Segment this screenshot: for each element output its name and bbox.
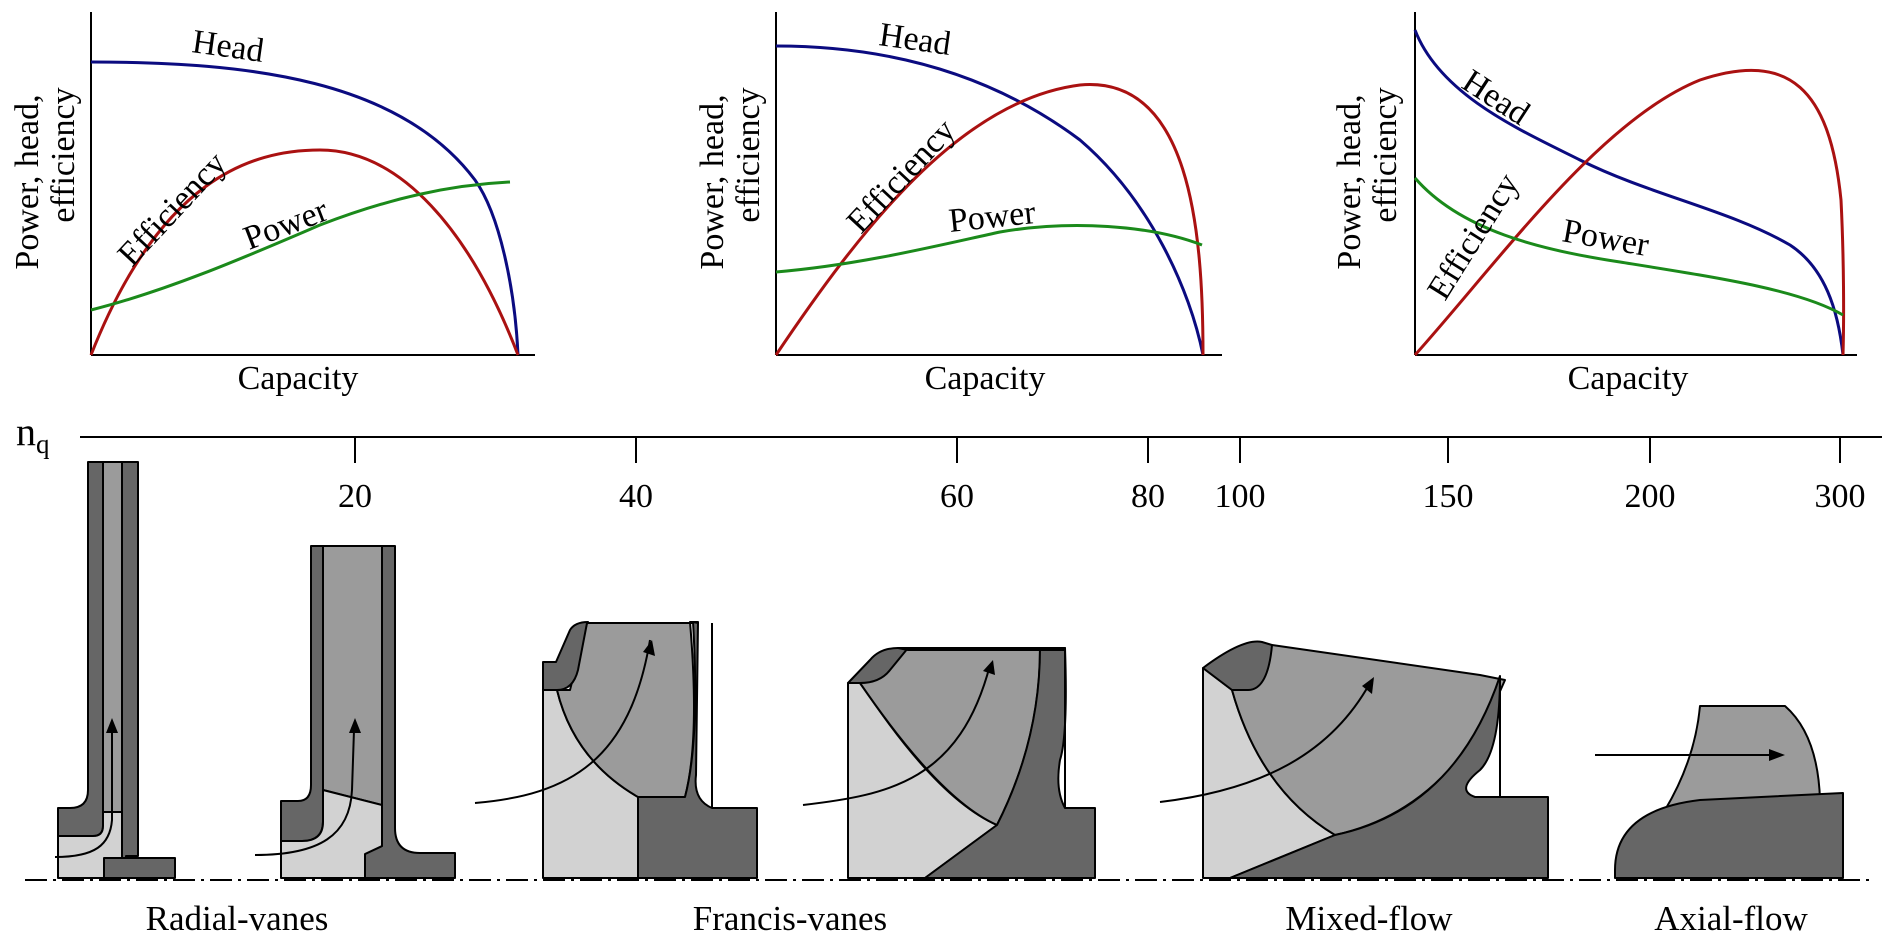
chart-mixed: Power, head, efficiency Capacity Head Ef…	[1331, 12, 1857, 397]
impeller-shroud	[542, 621, 589, 691]
power-label: Power	[1560, 212, 1653, 264]
flow-arrowhead	[349, 718, 361, 733]
flow-arrowhead	[106, 718, 118, 733]
impeller-hub-upper	[897, 647, 1066, 651]
nq-tick-label: 100	[1215, 478, 1266, 515]
nq-tick-label: 60	[940, 478, 974, 515]
power-curve	[90, 180, 511, 312]
ylabel-line1: Power, head,	[1331, 94, 1368, 269]
head-curve	[90, 60, 520, 356]
flow-arrow	[1159, 682, 1371, 803]
head-label: Head	[190, 23, 266, 70]
flow-arrow	[802, 664, 991, 806]
impeller-hub	[637, 621, 758, 879]
power-curve	[775, 224, 1203, 274]
efficiency-curve	[774, 83, 1205, 356]
ylabel-line1: Power, head,	[694, 94, 731, 269]
ylabel-line2: efficiency	[1367, 87, 1404, 222]
impeller-radial	[254, 545, 456, 879]
nq-tick-label: 20	[338, 478, 372, 515]
efficiency-curve	[1413, 68, 1846, 357]
xlabel: Capacity	[925, 360, 1046, 397]
impeller-francis-1	[474, 621, 758, 879]
flow-arrow	[254, 729, 355, 856]
label-mixed-flow: Mixed-flow	[1285, 899, 1453, 938]
efficiency-label: Efficiency	[840, 112, 963, 240]
ylabel-line2: efficiency	[45, 87, 82, 222]
flow-arrow	[54, 725, 113, 858]
nq-ticks: 20 40 60 80 100 150 200 300	[338, 437, 1866, 515]
impeller-eye	[280, 789, 383, 879]
head-curve	[775, 44, 1205, 356]
chart-radial: Power, head, efficiency Capacity Head Ef…	[9, 12, 535, 397]
nq-tick-label: 200	[1625, 478, 1676, 515]
ylabel-line1: Power, head,	[9, 94, 46, 269]
xlabel: Capacity	[1568, 360, 1689, 397]
impeller-mixed-flow	[1159, 640, 1549, 879]
flow-arrowhead	[983, 660, 995, 675]
nq-tick-label: 80	[1131, 478, 1165, 515]
flow-arrowhead	[643, 640, 655, 656]
chart-francis: Power, head, efficiency Capacity Head Ef…	[694, 12, 1222, 397]
impeller-eye	[57, 811, 123, 879]
impeller-shroud	[1202, 640, 1273, 691]
power-curve	[1413, 177, 1844, 317]
impeller-francis-2	[802, 647, 1096, 879]
label-francis-vanes: Francis-vanes	[693, 899, 887, 938]
impeller-hub	[1614, 792, 1844, 879]
nq-scale: nq 20 40 60 80 100 150 200 300	[16, 409, 1882, 515]
nq-tick-label: 300	[1815, 478, 1866, 515]
impeller-shroud	[280, 545, 324, 842]
impeller-axial-flow	[1595, 705, 1844, 879]
ylabel-line2: efficiency	[730, 87, 767, 222]
nq-tick-label: 40	[619, 478, 653, 515]
power-label: Power	[947, 194, 1038, 240]
impeller-radial-narrow	[54, 461, 176, 879]
head-label: Head	[1456, 63, 1536, 133]
flow-arrowhead	[1769, 749, 1785, 761]
nq-symbol: nq	[16, 409, 50, 459]
xlabel: Capacity	[238, 360, 359, 397]
efficiency-curve	[89, 148, 520, 356]
nq-tick-label: 150	[1423, 478, 1474, 515]
power-label: Power	[239, 192, 334, 258]
impeller-hub	[1229, 675, 1549, 879]
head-curve	[1413, 29, 1845, 356]
flow-arrowhead	[1362, 677, 1374, 694]
label-axial-flow: Axial-flow	[1654, 899, 1808, 938]
impeller-shroud	[57, 461, 104, 837]
label-radial-vanes: Radial-vanes	[146, 899, 329, 938]
flow-arrow	[474, 639, 651, 804]
efficiency-label: Efficiency	[111, 145, 234, 273]
